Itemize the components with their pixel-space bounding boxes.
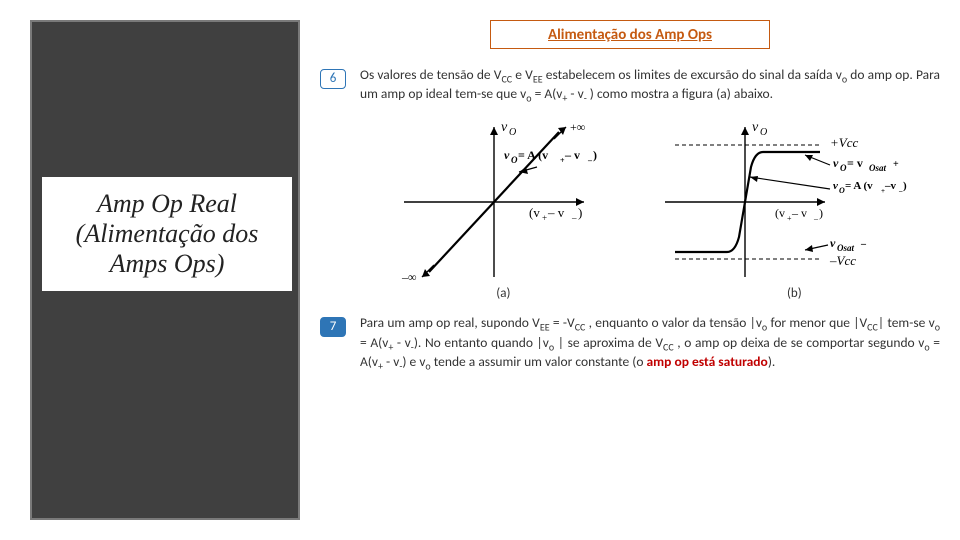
t: estabelecem os limites de excursão do si… (543, 66, 842, 83)
section-header-box: Alimentação dos Amp Ops (490, 20, 770, 49)
svg-text:(v: (v (529, 205, 540, 220)
svg-text:v: v (752, 120, 759, 135)
svg-text:): ) (593, 148, 597, 162)
paragraph-7: 7 Para um amp op real, supondo VEE = -VC… (320, 315, 940, 373)
svg-text:–Vcc: –Vcc (829, 253, 856, 268)
svg-text:+Vcc: +Vcc (830, 135, 858, 150)
svg-text:– v: – v (547, 205, 565, 220)
t: Os valores de tensão de V (360, 66, 501, 83)
t: CC (575, 321, 586, 334)
svg-text:–: – (571, 213, 577, 223)
t: - v (383, 353, 399, 370)
sidebar-title-box: Amp Op Real (Alimentação dos Amps Ops) (42, 177, 292, 291)
sidebar-title-line1: Amp Op Real (47, 189, 287, 219)
t: - v (567, 85, 583, 102)
sidebar-title-line3: Amps Ops) (47, 249, 287, 279)
fig-b-label: (b) (787, 286, 802, 301)
t: = A(v (532, 85, 563, 102)
svg-text:–: – (860, 239, 867, 250)
svg-text:O: O (840, 163, 847, 173)
t: for menor que |V (767, 314, 867, 331)
svg-text:= A (v: = A (v (845, 180, 873, 192)
t: , enquanto o valor da tensão |v (585, 314, 762, 331)
t: CC (501, 73, 512, 86)
svg-text:Osat: Osat (837, 243, 855, 253)
paragraph-7-text: Para um amp op real, supondo VEE = -VCC … (360, 315, 940, 373)
svg-text:): ) (819, 206, 823, 220)
svg-text:= v: = v (847, 156, 863, 170)
num-badge-6: 6 (320, 69, 346, 89)
svg-text:Osat: Osat (869, 163, 887, 173)
figures-row: +∞ –∞ v O (v + – v – ) v O = A (v + – v … (358, 117, 940, 282)
inf-pos: +∞ (570, 120, 585, 134)
svg-text:): ) (903, 180, 907, 192)
t: , o amp op deixa de se comportar segundo… (674, 334, 925, 351)
t: | se aproxima de V (554, 334, 663, 351)
svg-text:O: O (509, 127, 516, 138)
svg-text:(v: (v (775, 206, 785, 220)
t: tende a assumir um valor constante (o (431, 353, 647, 370)
svg-text:v: v (504, 148, 510, 162)
t: = -V (550, 314, 575, 331)
t: EE (533, 73, 543, 86)
svg-text:v: v (830, 236, 836, 250)
svg-text:O: O (760, 127, 767, 138)
svg-text:– v: – v (791, 206, 807, 220)
t: ). No entanto quando |v (414, 334, 549, 351)
sidebar-panel: Amp Op Real (Alimentação dos Amps Ops) (30, 20, 300, 520)
t: ) como mostra a figura (a) abaixo. (587, 85, 773, 102)
figure-b: v O (v + – v – ) +Vcc v O = v Osat + v O… (655, 117, 915, 282)
t: EE (540, 321, 550, 334)
paragraph-6: 6 Os valores de tensão de VCC e VEE esta… (320, 67, 940, 105)
svg-text:O: O (511, 155, 518, 165)
fig-a-label: (a) (496, 286, 510, 301)
svg-text:–v: –v (884, 180, 897, 192)
content-area: Alimentação dos Amp Ops 6 Os valores de … (320, 20, 940, 385)
svg-text:+: + (542, 213, 547, 223)
t: e V (512, 66, 533, 83)
t: CC (663, 340, 674, 353)
t: - v (393, 334, 410, 351)
sidebar-title-line2: (Alimentação dos (47, 219, 287, 249)
svg-text:= A (v: = A (v (518, 148, 548, 162)
section-header: Alimentação dos Amp Ops (548, 26, 712, 44)
saturated-text: amp op está saturado (647, 353, 768, 370)
t: o (935, 321, 940, 334)
t: Para um amp op real, supondo V (360, 314, 540, 331)
svg-text:): ) (578, 205, 582, 220)
t: ) e v (402, 353, 425, 370)
figure-labels: (a) (b) (358, 286, 940, 301)
svg-text:+: + (893, 159, 899, 170)
figure-a: +∞ –∞ v O (v + – v – ) v O = A (v + – v … (384, 117, 604, 282)
svg-text:– v: – v (564, 148, 580, 162)
t: ). (768, 353, 776, 370)
t: = A(v (360, 334, 388, 351)
num-badge-7: 7 (320, 317, 346, 337)
t: CC (867, 321, 878, 334)
svg-text:v: v (501, 120, 508, 135)
t: | tem-se v (878, 314, 935, 331)
inf-neg: –∞ (401, 270, 417, 282)
svg-text:v: v (833, 180, 838, 192)
paragraph-6-text: Os valores de tensão de VCC e VEE estabe… (360, 67, 940, 105)
svg-text:v: v (833, 156, 839, 170)
